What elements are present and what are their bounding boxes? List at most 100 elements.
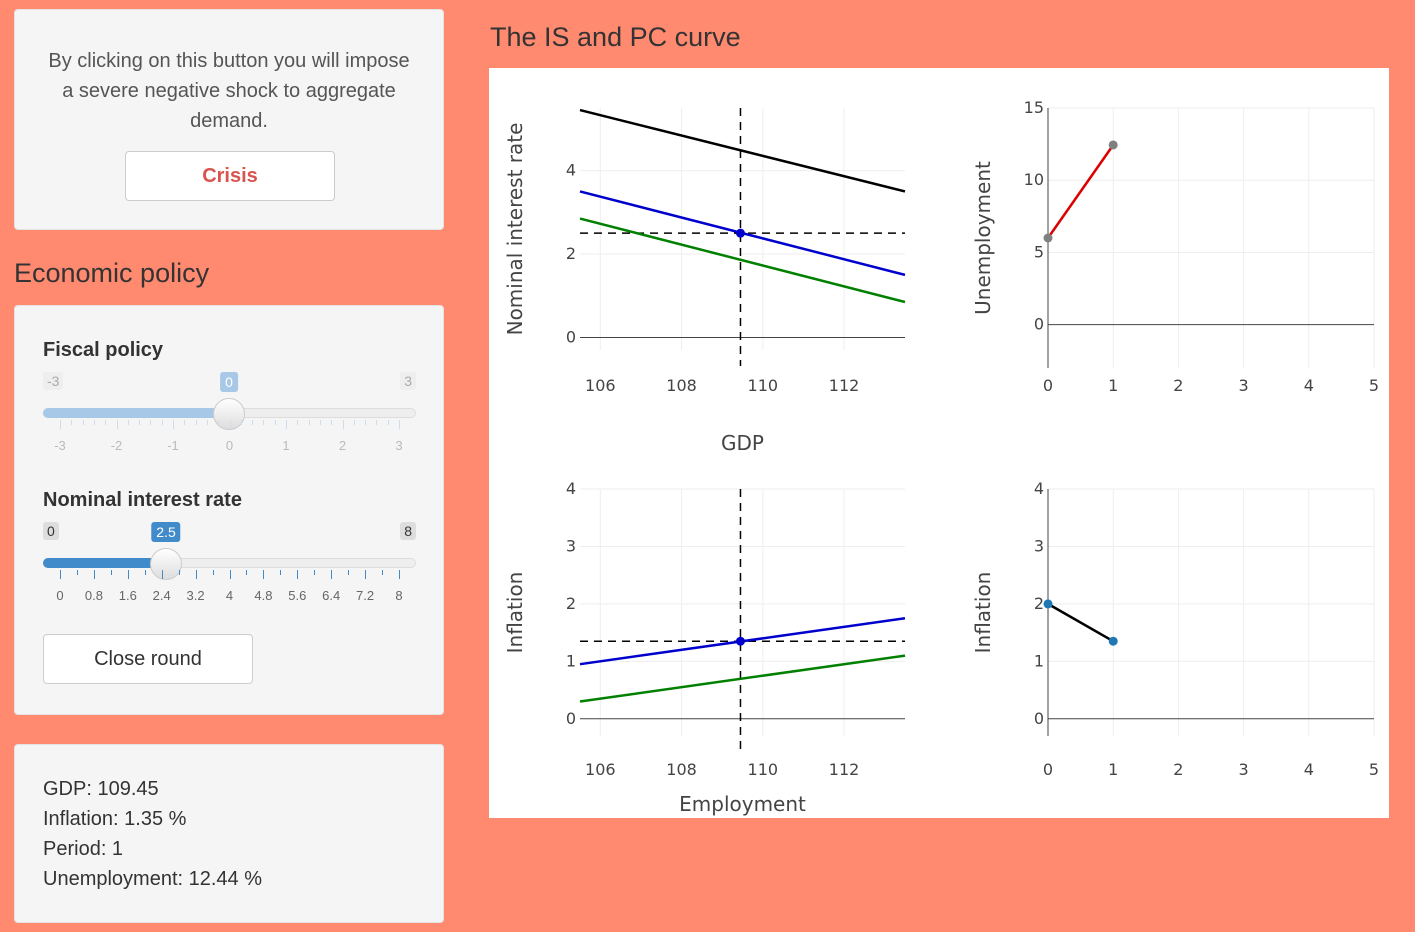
slider-tick — [240, 420, 242, 425]
slider-tick — [331, 420, 333, 425]
slider-tick — [127, 420, 129, 425]
y-tick-label: 4 — [1034, 479, 1044, 498]
slider-tick — [60, 420, 61, 429]
x-tick-label: 0 — [1043, 376, 1053, 395]
slider-tick — [150, 420, 152, 425]
y-tick-label: 0 — [566, 327, 576, 346]
slider-tick — [229, 420, 231, 429]
x-tick-label: 108 — [666, 376, 697, 395]
x-tick-label: 5 — [1369, 760, 1379, 779]
x-axis-label: GDP — [721, 431, 764, 455]
slider-tick — [286, 420, 287, 429]
y-tick-label: 0 — [566, 709, 576, 728]
slider-tick — [195, 570, 197, 579]
slider-tick — [263, 420, 265, 425]
slider-tick — [353, 420, 355, 425]
y-axis-label: Unemployment — [971, 161, 995, 315]
slider-tick-label: 0 — [225, 438, 234, 453]
slider-tick-label: 3.2 — [186, 588, 205, 603]
series-line-green — [579, 217, 906, 304]
slider-tick — [365, 420, 367, 425]
slider-tick — [206, 420, 208, 425]
slider-tick — [139, 420, 141, 425]
fiscal-policy-label: Fiscal policy — [43, 339, 164, 361]
slider-tick — [93, 420, 95, 425]
equilibrium-point — [735, 228, 745, 238]
slider-tick-label: 0 — [56, 588, 64, 603]
slider-tick — [127, 570, 129, 579]
slider-tick-label: 7.2 — [356, 588, 375, 603]
history-point — [1043, 233, 1053, 243]
y-tick-label: 2 — [566, 594, 576, 613]
slider-tick — [218, 420, 220, 425]
slider-tick — [60, 570, 61, 579]
slider-tick — [82, 420, 84, 425]
slider-tick — [348, 570, 350, 575]
interest-current-value: 2.5 — [151, 522, 181, 542]
y-axis-label: Inflation — [503, 572, 527, 654]
x-tick-label: 106 — [585, 376, 616, 395]
x-tick-label: 112 — [829, 376, 860, 395]
x-tick-label: 110 — [748, 760, 779, 779]
slider-tick — [280, 570, 282, 575]
series-line-black — [579, 108, 906, 193]
policy-panel: Fiscal policy -3 3 0 -3 -2 -1 0 1 2 3 Nominal … — [14, 305, 444, 715]
slider-tick — [382, 570, 384, 575]
slider-tick — [212, 570, 214, 575]
y-tick-label: 4 — [566, 479, 576, 498]
slider-tick — [314, 570, 316, 575]
equilibrium-point — [735, 636, 745, 646]
slider-tick-label: 3 — [395, 438, 403, 453]
interest-rate-slider[interactable]: 0 8 2.5 0 0.8 1.6 2.4 3.2 4 4.8 5.6 6.4 7.2 8 — [43, 522, 416, 612]
x-tick-label: 1 — [1108, 376, 1118, 395]
slider-tick-label: 0.8 — [84, 588, 103, 603]
series-line-black — [1047, 602, 1114, 643]
slider-tick-label: 8 — [395, 588, 403, 603]
slider-tick — [297, 570, 299, 579]
chart-title: The IS and PC curve — [490, 22, 741, 52]
series-line-green — [579, 654, 906, 703]
y-axis-label: Nominal interest rate — [503, 123, 527, 336]
y-tick-label: 5 — [1034, 242, 1044, 261]
slider-tick — [71, 420, 73, 425]
x-tick-label: 2 — [1173, 760, 1183, 779]
stats-panel: GDP: 109.45 Inflation: 1.35 % Period: 1 … — [14, 744, 444, 923]
slider-tick — [274, 420, 276, 425]
slider-tick — [263, 570, 265, 579]
slider-tick-label: 1 — [282, 438, 290, 453]
y-tick-label: 3 — [566, 536, 576, 555]
fiscal-policy-slider[interactable]: -3 3 0 -3 -2 -1 0 1 2 3 — [43, 372, 416, 462]
history-point — [1108, 140, 1118, 150]
slider-tick-label: -1 — [167, 438, 179, 453]
slider-tick — [116, 420, 118, 429]
fiscal-current-value: 0 — [220, 372, 238, 392]
slider-tick-label: 4 — [225, 588, 234, 603]
x-tick-label: 106 — [585, 760, 616, 779]
x-tick-label: 5 — [1369, 376, 1379, 395]
x-tick-label: 1 — [1108, 760, 1118, 779]
history-point — [1043, 599, 1053, 609]
y-tick-label: 1 — [1034, 651, 1044, 670]
crisis-button[interactable]: Crisis — [125, 151, 335, 201]
y-tick-label: 2 — [1034, 594, 1044, 613]
y-tick-label: 15 — [1024, 98, 1044, 117]
slider-tick — [376, 420, 378, 425]
y-tick-label: 0 — [1034, 315, 1044, 334]
y-tick-label: 1 — [566, 651, 576, 670]
slider-tick — [331, 570, 333, 579]
slider-tick-label: 6.4 — [322, 588, 341, 603]
slider-tick — [387, 420, 389, 425]
slider-tick-label: -3 — [54, 438, 66, 453]
slider-tick — [93, 570, 95, 579]
x-tick-label: 2 — [1173, 376, 1183, 395]
close-round-button[interactable]: Close round — [43, 634, 253, 684]
slider-tick — [76, 570, 78, 575]
interest-slider-handle[interactable] — [150, 548, 182, 580]
slider-tick — [252, 420, 254, 425]
y-axis-label: Inflation — [971, 572, 995, 654]
interest-min-label: 0 — [43, 522, 59, 540]
slider-tick-label: -2 — [110, 438, 123, 453]
interest-ticks — [43, 570, 416, 580]
fiscal-min-label: -3 — [43, 372, 64, 390]
crisis-description: By clicking on this button you will impo… — [48, 50, 410, 132]
